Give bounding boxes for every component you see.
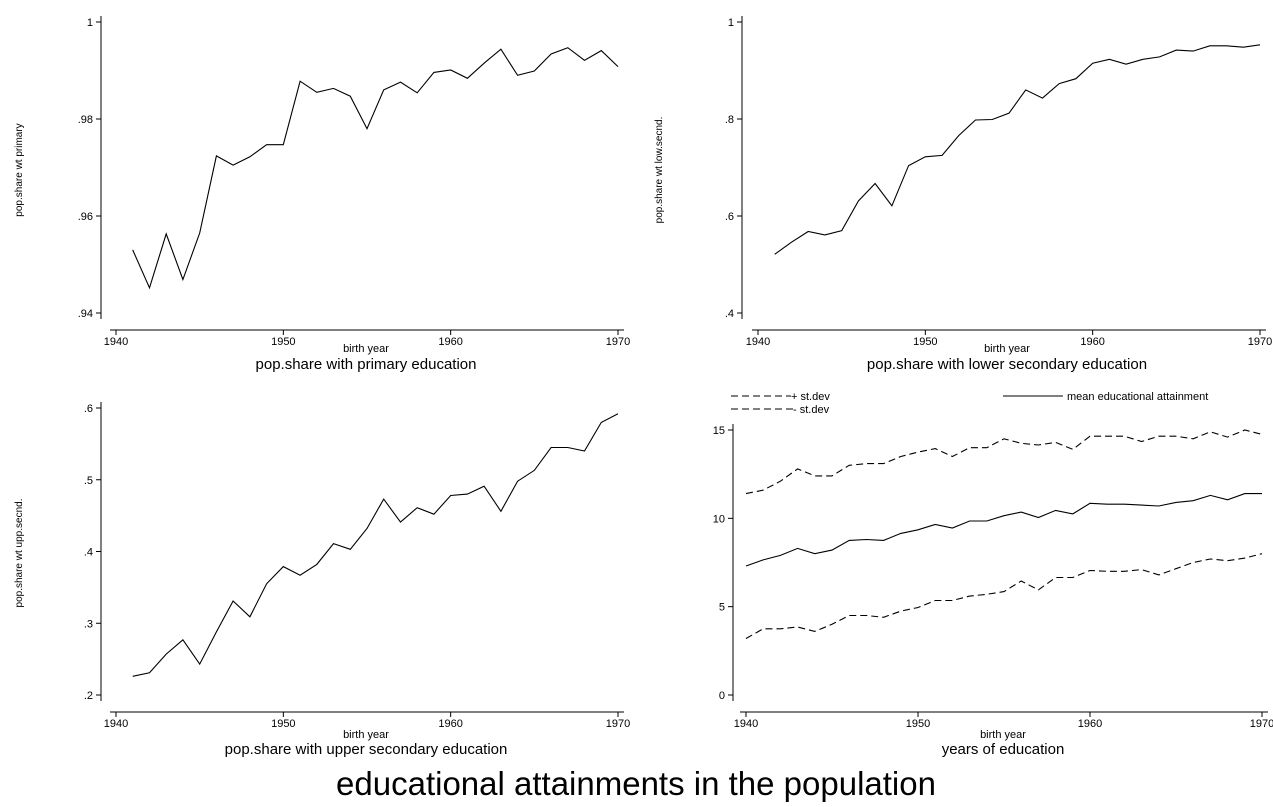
marks-lower-secondary xyxy=(774,44,1261,255)
x-tick-label: 1940 xyxy=(734,718,758,730)
legend-label-mean: mean educational attainment xyxy=(1067,391,1208,403)
x-tick-label: 1970 xyxy=(1248,336,1272,348)
y-axis-label-upper-secondary: pop.share wt upp.secnd. xyxy=(14,499,25,608)
x-tick-label: 1940 xyxy=(746,336,770,348)
x-tick-label: 1940 xyxy=(104,336,128,348)
series-line-plus-st-dev xyxy=(745,429,1263,495)
panel-title-primary: pop.share with primary education xyxy=(256,356,477,373)
y-tick-label: .96 xyxy=(78,211,93,223)
y-tick-label: .3 xyxy=(84,618,93,630)
y-tick-label: .2 xyxy=(84,690,93,702)
x-tick-label: 1960 xyxy=(1078,718,1102,730)
marks-primary xyxy=(132,47,619,290)
y-tick-label: 10 xyxy=(713,513,725,525)
panel-lower-secondary: .4 .6 .8 1 1940 1950 1960 1970 pop.share wt low… xyxy=(654,16,1272,373)
x-tick-label: 1950 xyxy=(271,336,295,348)
figure-main-title: educational attainments in the populatio… xyxy=(336,765,936,802)
legend-label-plus-stdev: + st.dev xyxy=(791,391,830,403)
marks-years-of-education xyxy=(745,429,1263,639)
y-tick-label: .4 xyxy=(84,547,93,559)
x-axis-label-lower-secondary: birth year xyxy=(984,343,1030,355)
y-tick-label: 5 xyxy=(719,602,725,614)
x-tick-label: 1970 xyxy=(606,718,630,730)
x-tick-label: 1970 xyxy=(606,336,630,348)
x-tick-label: 1970 xyxy=(1250,718,1273,730)
x-axis-label-years-of-education: birth year xyxy=(980,729,1026,741)
x-tick-label: 1960 xyxy=(438,336,462,348)
y-tick-label: .8 xyxy=(725,114,734,126)
x-tick-label: 1940 xyxy=(104,718,128,730)
series-line-line xyxy=(774,44,1261,255)
y-axis-label-lower-secondary: pop.share wt low.secnd. xyxy=(654,117,665,224)
axes-years-of-education: 0 5 10 15 1940 1950 1960 1970 xyxy=(713,424,1273,730)
series-line-line xyxy=(132,47,619,290)
y-axis-label-primary: pop.share wt primary xyxy=(14,123,25,216)
x-tick-label: 1960 xyxy=(1080,336,1104,348)
axes-lower-secondary: .4 .6 .8 1 1940 1950 1960 1970 xyxy=(725,16,1272,348)
y-tick-label: .94 xyxy=(78,308,93,320)
y-tick-label: 15 xyxy=(713,425,725,437)
series-line-line xyxy=(132,413,619,677)
y-tick-label: 1 xyxy=(728,17,734,29)
axes-primary: .94 .96 .98 1 1940 1950 1960 1970 xyxy=(78,16,630,348)
x-tick-label: 1960 xyxy=(438,718,462,730)
y-tick-label: .98 xyxy=(78,114,93,126)
marks-upper-secondary xyxy=(132,413,619,677)
x-axis-label-primary: birth year xyxy=(343,343,389,355)
x-tick-label: 1950 xyxy=(271,718,295,730)
legend: + st.dev - st.dev mean educational attai… xyxy=(731,391,1208,416)
legend-label-minus-stdev: - st.dev xyxy=(793,404,830,416)
y-tick-label: .5 xyxy=(84,475,93,487)
panel-years-of-education: 0 5 10 15 1940 1950 1960 1970 birth year years … xyxy=(713,391,1273,758)
panel-title-lower-secondary: pop.share with lower secondary education xyxy=(867,356,1147,373)
axes-upper-secondary: .2 .3 .4 .5 .6 1940 1950 1960 1970 xyxy=(84,402,630,730)
x-tick-label: 1950 xyxy=(913,336,937,348)
panel-title-upper-secondary: pop.share with upper secondary education xyxy=(225,741,508,758)
series-line-minus-st-dev xyxy=(745,553,1263,639)
y-tick-label: .6 xyxy=(725,211,734,223)
panel-upper-secondary: .2 .3 .4 .5 .6 1940 1950 1960 1970 pop.share wt … xyxy=(14,402,630,758)
y-tick-label: 1 xyxy=(87,17,93,29)
x-axis-label-upper-secondary: birth year xyxy=(343,729,389,741)
panel-primary: .94 .96 .98 1 1940 1950 1960 1970 pop.share wt … xyxy=(14,16,630,373)
panel-title-years-of-education: years of education xyxy=(942,741,1065,758)
series-line-mean-educational-attainment xyxy=(745,493,1262,567)
x-tick-label: 1950 xyxy=(906,718,930,730)
y-tick-label: .6 xyxy=(84,403,93,415)
y-tick-label: .4 xyxy=(725,308,734,320)
y-tick-label: 0 xyxy=(719,690,725,702)
